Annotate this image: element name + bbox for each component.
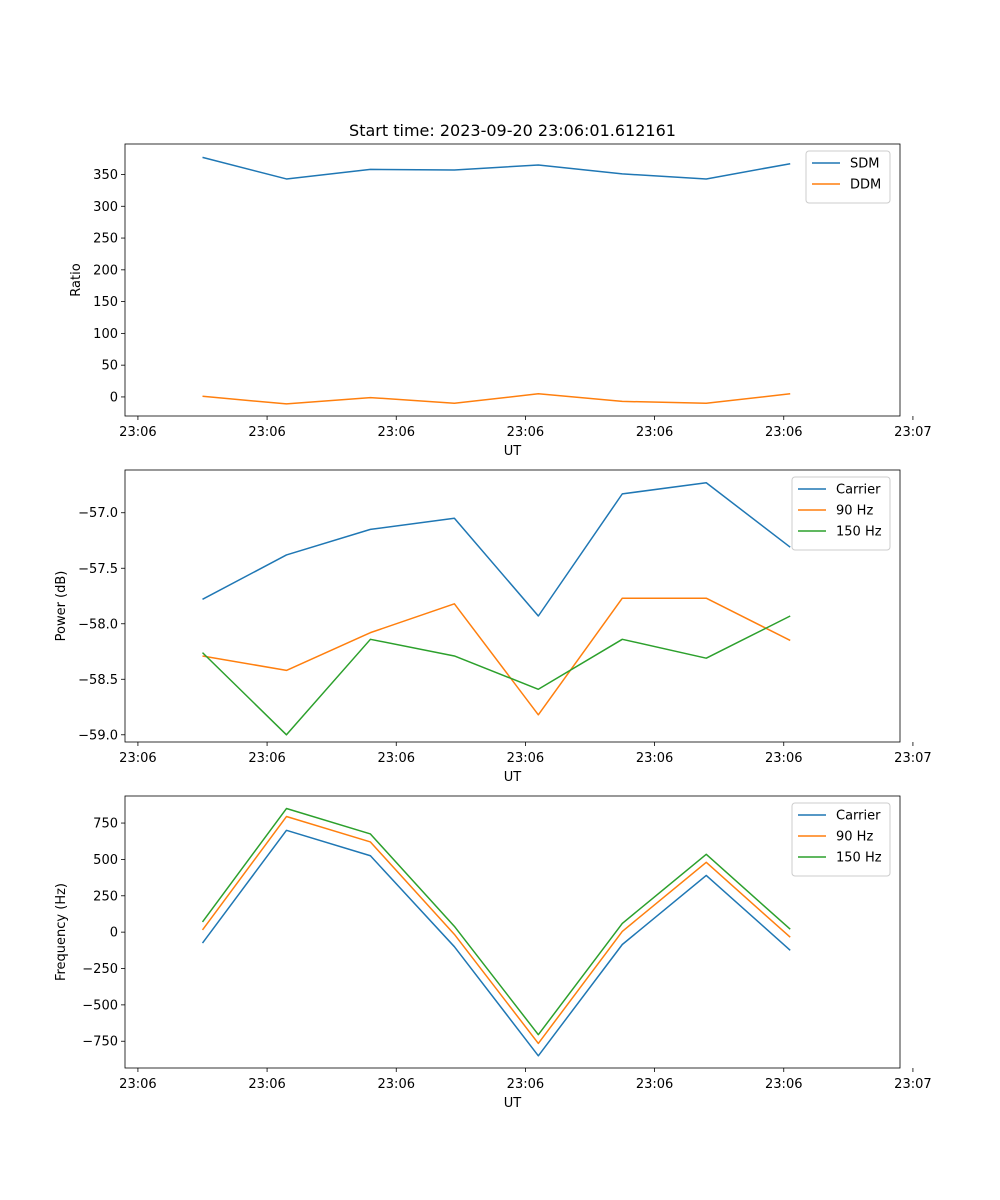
frequency-x-tick-label: 23:06 xyxy=(636,1077,673,1092)
ratio-x-tick-label: 23:06 xyxy=(248,425,285,440)
ratio-series-sdm-line xyxy=(202,156,791,180)
power-series-90-hz-line xyxy=(202,597,791,716)
frequency-x-axis-label: UT xyxy=(504,1096,522,1111)
frequency-x-tick-label: 23:07 xyxy=(894,1077,931,1092)
ratio-legend-label: SDM xyxy=(850,157,879,172)
power-legend-label: 90 Hz xyxy=(836,504,873,519)
figure-title: Start time: 2023-09-20 23:06:01.612161 xyxy=(349,121,676,140)
ratio-legend-box xyxy=(805,150,891,204)
power-x-tick-label: 23:07 xyxy=(894,751,931,766)
power-series-150-hz-line xyxy=(201,615,791,736)
ratio-y-tick-label: 200 xyxy=(93,263,118,278)
ratio-y-tick-label: 0 xyxy=(110,390,118,405)
ratio-y-tick-label: 50 xyxy=(101,359,118,374)
frequency-series-150-hz-line xyxy=(201,807,791,1036)
ratio-x-tick-label: 23:06 xyxy=(378,425,415,440)
frequency-y-tick-label: 0 xyxy=(110,926,118,941)
power-x-axis-label: UT xyxy=(504,770,522,785)
ratio-y-tick-label: 150 xyxy=(93,295,118,310)
frequency-x-tick-label: 23:06 xyxy=(248,1077,285,1092)
power-series-carrier-line xyxy=(202,482,791,617)
frequency-y-axis-label: Frequency (Hz) xyxy=(54,883,69,981)
ratio-panel: 23:06 23:06 23:06 23:06 23:06 23:06 23:07 0 50 10… xyxy=(69,143,932,459)
ratio-y-tick-label: 250 xyxy=(93,232,118,247)
power-x-tick-label: 23:06 xyxy=(378,751,415,766)
frequency-panel: 23:06 23:06 23:06 23:06 23:06 23:06 23:07 −750 −… xyxy=(54,795,932,1111)
ratio-y-tick-label: 300 xyxy=(93,200,118,215)
power-axes-frame xyxy=(124,469,901,743)
frequency-x-tick-label: 23:06 xyxy=(765,1077,802,1092)
frequency-legend-label: Carrier xyxy=(836,809,881,824)
ratio-x-tick-label: 23:07 xyxy=(894,425,931,440)
power-x-tick-label: 23:06 xyxy=(119,751,156,766)
frequency-x-tick-label: 23:06 xyxy=(378,1077,415,1092)
power-legend-label: Carrier xyxy=(836,483,881,498)
frequency-legend-label: 150 Hz xyxy=(836,851,882,866)
frequency-y-tick-label: −750 xyxy=(82,1035,118,1050)
power-x-tick-label: 23:06 xyxy=(765,751,802,766)
power-x-tick-label: 23:06 xyxy=(248,751,285,766)
ratio-y-tick-label: 100 xyxy=(93,327,118,342)
power-y-tick-label: −57.0 xyxy=(78,506,118,521)
power-legend-label: 150 Hz xyxy=(836,525,882,540)
ratio-y-axis-label: Ratio xyxy=(69,263,84,296)
frequency-y-tick-label: 500 xyxy=(93,853,118,868)
power-y-axis-label: Power (dB) xyxy=(54,571,69,642)
power-y-tick-label: −58.5 xyxy=(78,673,118,688)
ratio-x-tick-label: 23:06 xyxy=(507,425,544,440)
power-x-tick-label: 23:06 xyxy=(636,751,673,766)
power-x-tick-label: 23:06 xyxy=(507,751,544,766)
ratio-x-tick-label: 23:06 xyxy=(765,425,802,440)
ratio-series-ddm-line xyxy=(202,393,791,405)
power-y-tick-label: −58.0 xyxy=(78,617,118,632)
frequency-y-tick-label: 750 xyxy=(93,817,118,832)
power-y-tick-label: −57.5 xyxy=(78,562,118,577)
frequency-x-tick-label: 23:06 xyxy=(507,1077,544,1092)
frequency-x-tick-label: 23:06 xyxy=(119,1077,156,1092)
ratio-y-tick-label: 350 xyxy=(93,168,118,183)
frequency-y-tick-label: −500 xyxy=(82,998,118,1013)
ratio-x-tick-label: 23:06 xyxy=(636,425,673,440)
ratio-x-axis-label: UT xyxy=(504,444,522,459)
frequency-y-tick-label: −250 xyxy=(82,962,118,977)
power-y-tick-label: −59.0 xyxy=(78,728,118,743)
frequency-legend-label: 90 Hz xyxy=(836,830,873,845)
ratio-x-tick-label: 23:06 xyxy=(119,425,156,440)
frequency-y-tick-label: 250 xyxy=(93,889,118,904)
power-panel: 23:06 23:06 23:06 23:06 23:06 23:06 23:07 −59.0… xyxy=(54,469,932,785)
frequency-series-carrier-line xyxy=(201,829,791,1057)
ratio-axes-frame xyxy=(124,143,901,417)
frequency-series-90-hz-line xyxy=(201,815,791,1045)
ratio-legend-label: DDM xyxy=(850,178,881,193)
